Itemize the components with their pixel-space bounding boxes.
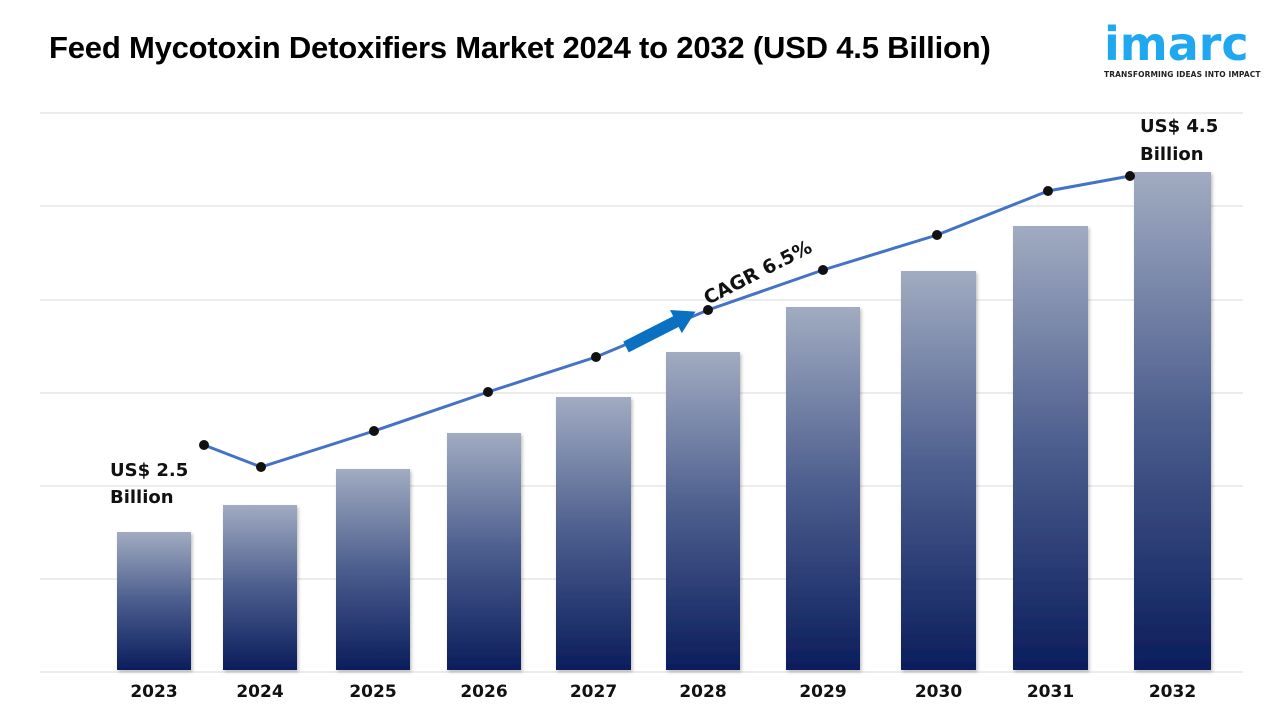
chart-title: Feed Mycotoxin Detoxifiers Market 2024 t… <box>49 30 991 65</box>
marker-2029 <box>818 265 828 275</box>
marker-2028 <box>703 305 713 315</box>
cagr-label: CAGR 6.5% <box>700 236 815 309</box>
bar-2024 <box>223 505 297 670</box>
end-value-line2: Billion <box>1140 144 1204 165</box>
end-value-line1: US$ 4.5 <box>1140 116 1218 137</box>
bar-2027 <box>556 397 631 670</box>
x-label-2032: 2032 <box>1149 682 1196 702</box>
marker-2024 <box>256 462 266 472</box>
x-label-2024: 2024 <box>236 682 283 702</box>
bar-2026 <box>447 433 521 670</box>
marker-2031 <box>1043 186 1053 196</box>
bar-2023 <box>117 532 191 670</box>
bar-2030 <box>901 271 976 670</box>
x-label-2028: 2028 <box>679 682 726 702</box>
bar-2029 <box>786 307 860 670</box>
trend-markers <box>199 171 1135 472</box>
x-axis-labels: 2023 2024 2025 2026 2027 2028 2029 2030 2031 2032 <box>130 682 1196 702</box>
x-label-2027: 2027 <box>570 682 617 702</box>
x-label-2026: 2026 <box>460 682 507 702</box>
start-value-line2: Billion <box>110 487 174 508</box>
bar-2031 <box>1013 226 1088 670</box>
marker-2027 <box>591 352 601 362</box>
bar-2032 <box>1134 172 1211 670</box>
bar-2025 <box>336 469 410 670</box>
marker-2026 <box>483 387 493 397</box>
cagr-arrow-icon <box>623 309 696 353</box>
x-label-2029: 2029 <box>799 682 846 702</box>
marker-2025 <box>369 426 379 436</box>
x-label-2023: 2023 <box>130 682 177 702</box>
bar-2028 <box>666 352 740 670</box>
marker-2030 <box>932 230 942 240</box>
x-label-2031: 2031 <box>1027 682 1074 702</box>
bars <box>117 172 1211 670</box>
start-value-line1: US$ 2.5 <box>110 460 188 481</box>
marker-2032 <box>1125 171 1135 181</box>
marker-2023 <box>199 440 209 450</box>
imarc-logo: imarc TRANSFORMING IDEAS INTO IMPACT <box>1100 14 1260 84</box>
x-label-2025: 2025 <box>349 682 396 702</box>
logo-wordmark: imarc <box>1104 17 1249 71</box>
x-label-2030: 2030 <box>915 682 962 702</box>
logo-tagline: TRANSFORMING IDEAS INTO IMPACT <box>1104 70 1261 79</box>
